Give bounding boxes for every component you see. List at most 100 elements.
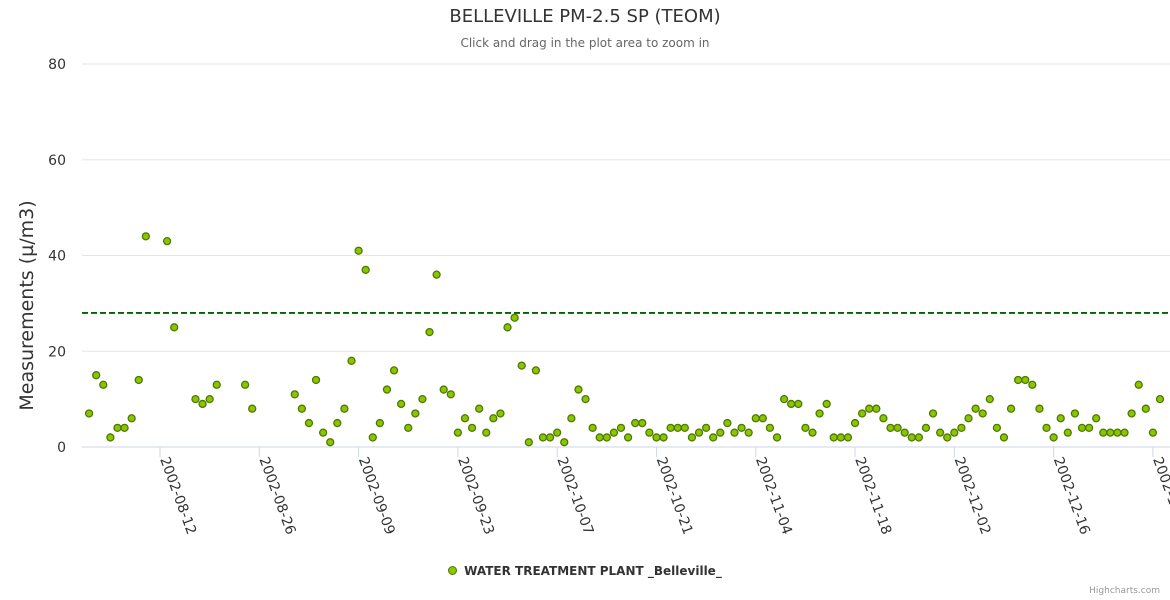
data-point[interactable] xyxy=(538,433,548,442)
data-point[interactable] xyxy=(836,433,846,442)
data-point[interactable] xyxy=(567,414,576,423)
data-point[interactable] xyxy=(687,433,697,442)
data-point[interactable] xyxy=(1155,394,1165,404)
data-point[interactable] xyxy=(616,423,626,433)
data-point[interactable] xyxy=(212,380,221,389)
data-point[interactable] xyxy=(737,423,746,433)
data-point[interactable] xyxy=(170,323,179,332)
data-point[interactable] xyxy=(744,428,753,437)
data-point[interactable] xyxy=(1084,423,1094,433)
data-point[interactable] xyxy=(928,409,938,418)
data-point[interactable] xyxy=(694,428,704,437)
data-point[interactable] xyxy=(1092,414,1101,423)
data-point[interactable] xyxy=(134,375,143,385)
data-point[interactable] xyxy=(574,385,583,394)
data-point[interactable] xyxy=(751,414,760,423)
data-point[interactable] xyxy=(106,433,115,442)
data-point[interactable] xyxy=(943,433,952,442)
data-point[interactable] xyxy=(1120,428,1129,437)
data-point[interactable] xyxy=(1006,404,1016,413)
data-point[interactable] xyxy=(127,414,136,423)
data-point[interactable] xyxy=(623,433,633,442)
data-point[interactable] xyxy=(645,428,654,437)
data-point[interactable] xyxy=(1113,428,1122,437)
data-point[interactable] xyxy=(340,404,349,413)
data-point[interactable] xyxy=(907,433,916,442)
data-point[interactable] xyxy=(191,394,200,404)
data-point[interactable] xyxy=(361,265,370,275)
data-point[interactable] xyxy=(318,428,328,437)
data-point[interactable] xyxy=(808,428,817,437)
data-point[interactable] xyxy=(815,409,824,418)
data-point[interactable] xyxy=(389,366,399,375)
data-point[interactable] xyxy=(666,423,675,433)
data-point[interactable] xyxy=(99,380,108,389)
data-point[interactable] xyxy=(524,438,533,447)
data-point[interactable] xyxy=(475,404,484,413)
data-point[interactable] xyxy=(553,428,562,437)
credits-link[interactable]: Highcharts.com xyxy=(1089,586,1160,596)
data-point[interactable] xyxy=(432,270,441,279)
data-point[interactable] xyxy=(971,404,980,413)
data-point[interactable] xyxy=(531,366,541,375)
data-point[interactable] xyxy=(829,433,838,442)
data-point[interactable] xyxy=(921,423,931,433)
data-point[interactable] xyxy=(84,409,94,418)
data-point[interactable] xyxy=(935,428,945,437)
data-point[interactable] xyxy=(368,433,377,442)
data-point[interactable] xyxy=(404,423,413,433)
data-point[interactable] xyxy=(772,433,782,442)
data-point[interactable] xyxy=(375,418,385,428)
data-point[interactable] xyxy=(489,414,498,423)
data-point[interactable] xyxy=(978,409,987,418)
data-point[interactable] xyxy=(453,428,463,437)
data-point[interactable] xyxy=(787,399,796,409)
data-point[interactable] xyxy=(205,394,214,404)
data-point[interactable] xyxy=(1106,428,1115,437)
data-point[interactable] xyxy=(602,433,611,442)
data-point[interactable] xyxy=(240,380,250,389)
data-point[interactable] xyxy=(999,433,1009,442)
data-point[interactable] xyxy=(865,404,874,413)
data-point[interactable] xyxy=(141,232,150,241)
data-point[interactable] xyxy=(588,423,597,433)
data-point[interactable] xyxy=(893,423,902,433)
data-point[interactable] xyxy=(304,418,314,428)
data-point[interactable] xyxy=(1148,428,1158,437)
data-point[interactable] xyxy=(879,414,888,423)
legend-item[interactable]: WATER TREATMENT PLANT _Belleville_ xyxy=(448,564,722,578)
data-point[interactable] xyxy=(1099,428,1108,437)
data-point[interactable] xyxy=(652,433,661,442)
data-point[interactable] xyxy=(822,399,831,409)
data-point[interactable] xyxy=(347,356,356,365)
data-point[interactable] xyxy=(248,404,257,413)
data-point[interactable] xyxy=(872,404,881,413)
data-point[interactable] xyxy=(850,418,860,428)
data-point[interactable] xyxy=(382,385,392,394)
data-point[interactable] xyxy=(446,390,455,399)
data-point[interactable] xyxy=(701,423,711,433)
data-point[interactable] xyxy=(794,399,803,409)
data-point[interactable] xyxy=(1049,433,1058,442)
data-point[interactable] xyxy=(311,375,321,385)
data-point[interactable] xyxy=(1134,380,1143,389)
data-point[interactable] xyxy=(886,423,895,433)
data-point[interactable] xyxy=(1042,423,1051,433)
data-point[interactable] xyxy=(290,390,299,399)
data-point[interactable] xyxy=(595,433,604,442)
data-point[interactable] xyxy=(1056,414,1065,423)
data-point[interactable] xyxy=(709,433,718,442)
data-point[interactable] xyxy=(326,438,335,447)
data-point[interactable] xyxy=(964,414,973,423)
data-point[interactable] xyxy=(609,428,619,437)
data-point[interactable] xyxy=(396,399,406,409)
data-point[interactable] xyxy=(1028,380,1037,389)
data-point[interactable] xyxy=(1070,409,1080,418)
data-point[interactable] xyxy=(1127,409,1136,418)
data-point[interactable] xyxy=(92,371,101,380)
data-point[interactable] xyxy=(162,236,172,246)
data-point[interactable] xyxy=(1035,404,1044,413)
data-point[interactable] xyxy=(843,433,853,442)
data-point[interactable] xyxy=(765,423,775,433)
